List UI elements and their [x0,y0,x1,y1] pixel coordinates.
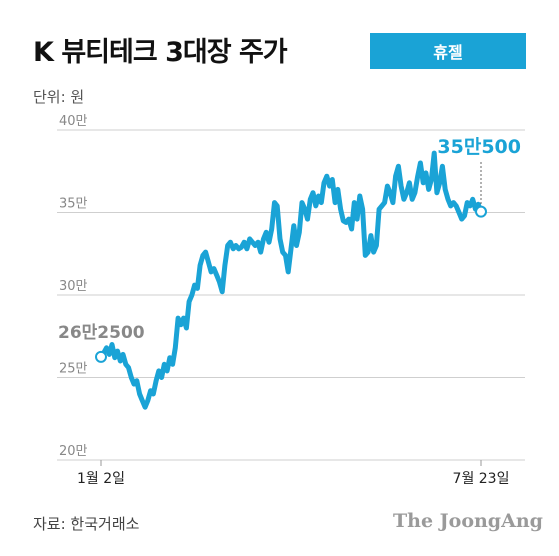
y-tick-label: 20만 [59,444,88,459]
source-label: 자료: 한국거래소 [33,515,140,533]
y-tick-label: 25만 [59,362,88,377]
company-badge: 휴젤 [370,33,526,69]
x-tick-label: 7월 23일 [453,471,510,487]
y-tick-label: 35만 [59,197,88,212]
brand-logo: The JoongAng [393,510,543,532]
y-tick-label: 40만 [59,114,88,129]
end-price-label: 35만500 [437,136,521,158]
x-tick-label: 1월 2일 [77,471,125,487]
unit-label: 단위: 원 [33,88,85,106]
price-line [98,150,484,410]
start-point-marker [95,350,107,363]
start-price-label: 26만2500 [58,323,145,343]
chart-title: K 뷰티테크 3대장 주가 [33,37,288,68]
end-point-marker [475,205,487,218]
y-tick-label: 30만 [59,279,88,294]
